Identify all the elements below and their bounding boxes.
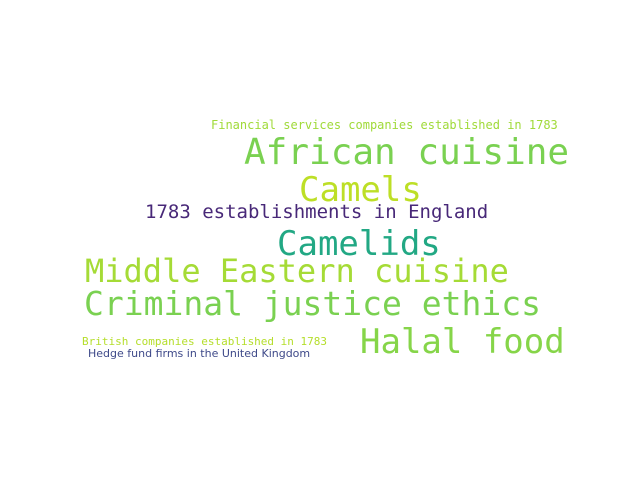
- word-hedge-fund-firms: Hedge fund firms in the United Kingdom: [88, 347, 311, 360]
- word-middle-eastern-cuisine: Middle Eastern cuisine: [85, 252, 509, 290]
- word-camels: Camels: [299, 170, 422, 210]
- word-african-cuisine: African cuisine: [244, 132, 570, 173]
- word-british-companies: British companies established in 1783: [82, 335, 328, 348]
- word-halal-food: Halal food: [360, 322, 565, 362]
- word-1783-establishments: 1783 establishments in England: [145, 201, 489, 223]
- word-financial-services: Financial services companies established…: [211, 118, 558, 132]
- word-criminal-justice-ethics: Criminal justice ethics: [84, 284, 541, 323]
- word-camelids: Camelids: [277, 224, 441, 264]
